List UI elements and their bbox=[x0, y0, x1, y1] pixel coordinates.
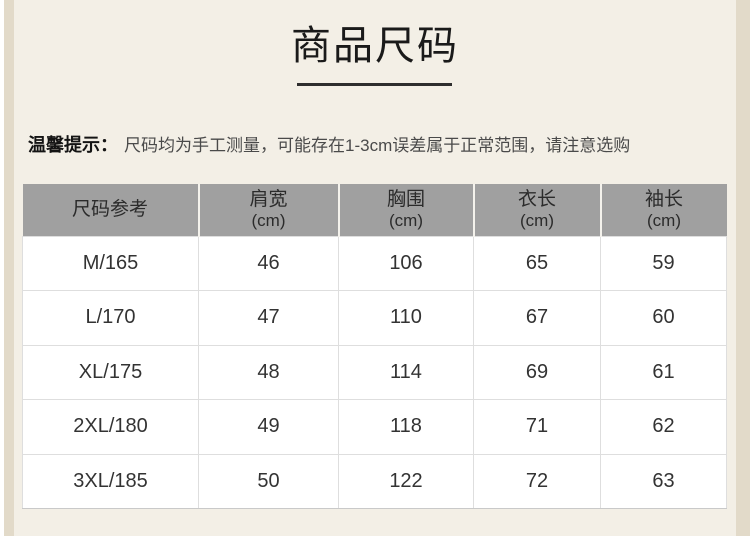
value-cell: 106 bbox=[338, 235, 474, 291]
value-cell: 46 bbox=[198, 235, 339, 291]
title-underline bbox=[297, 83, 452, 86]
value-cell: 62 bbox=[600, 399, 727, 455]
value-cell: 49 bbox=[198, 399, 339, 455]
table-row: XL/175 48 114 69 61 bbox=[22, 344, 727, 400]
notice: 温馨提示： 尺码均为手工测量，可能存在1-3cm误差属于正常范围，请注意选购 bbox=[28, 132, 730, 159]
header-label: 胸围 bbox=[386, 188, 425, 210]
value-cell: 63 bbox=[600, 453, 727, 509]
table-row: 3XL/185 50 122 72 63 bbox=[22, 453, 727, 509]
header-label: 尺码参考 bbox=[71, 198, 148, 220]
value-cell: 61 bbox=[600, 344, 727, 400]
value-cell: 118 bbox=[338, 399, 474, 455]
table-row: L/170 47 110 67 60 bbox=[22, 290, 727, 346]
left-side-strip bbox=[4, 0, 14, 536]
size-table: 尺码参考 肩宽 (cm) 胸围 (cm) 衣长 (cm) 袖长 (cm) bbox=[22, 184, 727, 509]
value-cell: 69 bbox=[473, 344, 601, 400]
table-row: 2XL/180 49 118 71 62 bbox=[22, 399, 727, 455]
table-row: M/165 46 106 65 59 bbox=[22, 235, 727, 291]
size-cell: M/165 bbox=[22, 235, 199, 291]
value-cell: 114 bbox=[338, 344, 474, 400]
value-cell: 71 bbox=[473, 399, 601, 455]
value-cell: 65 bbox=[473, 235, 601, 291]
header-unit: (cm) bbox=[520, 210, 554, 230]
header-unit: (cm) bbox=[251, 210, 286, 230]
header-cell-garment-length: 衣长 (cm) bbox=[472, 184, 601, 236]
notice-label: 温馨提示： bbox=[28, 135, 118, 155]
value-cell: 110 bbox=[338, 290, 474, 346]
right-side-strip bbox=[736, 0, 750, 536]
header-label: 袖长 bbox=[644, 188, 683, 210]
header-cell-sleeve-length: 袖长 (cm) bbox=[599, 184, 727, 236]
value-cell: 67 bbox=[473, 290, 601, 346]
value-cell: 122 bbox=[338, 453, 474, 509]
size-cell: 3XL/185 bbox=[22, 453, 199, 509]
header-unit: (cm) bbox=[647, 210, 681, 230]
header-cell-shoulder-width: 肩宽 (cm) bbox=[197, 184, 339, 236]
left-edge-sliver bbox=[0, 0, 4, 536]
header-cell-size-reference: 尺码参考 bbox=[22, 184, 199, 236]
value-cell: 48 bbox=[198, 344, 339, 400]
page-title: 商品尺码 bbox=[291, 24, 459, 68]
value-cell: 47 bbox=[198, 290, 339, 346]
header-label: 肩宽 bbox=[249, 188, 288, 210]
size-cell: L/170 bbox=[22, 290, 199, 346]
value-cell: 59 bbox=[600, 235, 727, 291]
size-cell: 2XL/180 bbox=[22, 399, 199, 455]
notice-text: 尺码均为手工测量，可能存在1-3cm误差属于正常范围，请注意选购 bbox=[124, 136, 631, 155]
size-cell: XL/175 bbox=[22, 344, 199, 400]
value-cell: 72 bbox=[473, 453, 601, 509]
value-cell: 60 bbox=[600, 290, 727, 346]
header-cell-chest: 胸围 (cm) bbox=[337, 184, 474, 236]
table-header-row: 尺码参考 肩宽 (cm) 胸围 (cm) 衣长 (cm) 袖长 (cm) bbox=[22, 184, 727, 236]
header-label: 衣长 bbox=[517, 188, 556, 210]
header-unit: (cm) bbox=[389, 210, 423, 230]
value-cell: 50 bbox=[198, 453, 339, 509]
